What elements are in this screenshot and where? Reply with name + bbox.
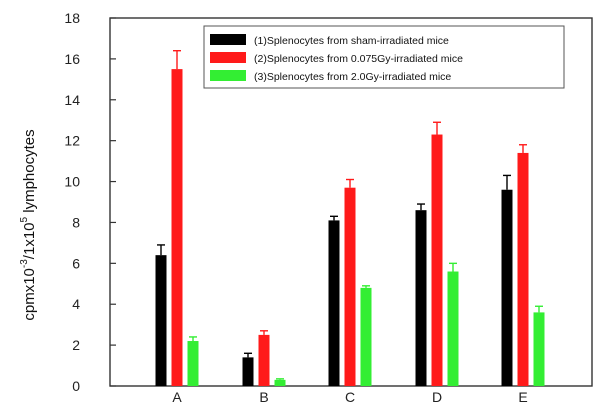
bar: [171, 69, 183, 386]
bar: [258, 334, 270, 386]
bar: [517, 152, 529, 386]
y-tick-label: 4: [72, 296, 80, 312]
bar: [447, 271, 459, 386]
x-tick-label: C: [345, 389, 355, 405]
bar: [533, 312, 545, 386]
x-tick-label: D: [432, 389, 442, 405]
bar: [187, 341, 199, 386]
legend-box: [203, 25, 565, 89]
x-tick-label: E: [518, 389, 527, 405]
y-axis: 0 2 4 6 8 10 12 14 16 18: [64, 10, 116, 394]
y-tick-label: 14: [64, 92, 80, 108]
bar: [415, 210, 427, 386]
bar: [155, 255, 167, 386]
legend-label: (1)Splenocytes from sham-irradiated mice: [254, 35, 449, 47]
y-axis-label: cpmx10-3/1x105 lymphocytes: [19, 129, 38, 320]
bar: [360, 287, 372, 386]
y-tick-label: 2: [72, 337, 80, 353]
legend-label: (2)Splenocytes from 0.075Gy-irradiated m…: [254, 53, 463, 65]
y-tick-label: 8: [72, 214, 80, 230]
bar: [328, 220, 340, 386]
bar: [344, 187, 356, 386]
legend-label: (3)Splenocytes from 2.0Gy-irradiated mic…: [254, 71, 451, 83]
y-tick-label: 16: [64, 51, 80, 67]
bar: [501, 189, 513, 386]
bar: [431, 134, 443, 386]
bar: [274, 379, 286, 386]
y-tick-label: 12: [64, 133, 80, 149]
legend-swatch: [210, 70, 246, 81]
x-axis: A B C D E: [172, 389, 527, 405]
legend-swatch: [210, 52, 246, 63]
legend-swatch: [210, 34, 246, 45]
bars: [155, 50, 545, 386]
x-tick-label: A: [172, 389, 182, 405]
y-tick-label: 10: [64, 174, 80, 190]
y-tick-label: 18: [64, 10, 80, 26]
y-tick-label: 6: [72, 255, 80, 271]
x-tick-label: B: [259, 389, 268, 405]
bar: [242, 357, 254, 386]
legend: (1)Splenocytes from sham-irradiated mice…: [203, 25, 565, 89]
y-tick-label: 0: [72, 378, 80, 394]
